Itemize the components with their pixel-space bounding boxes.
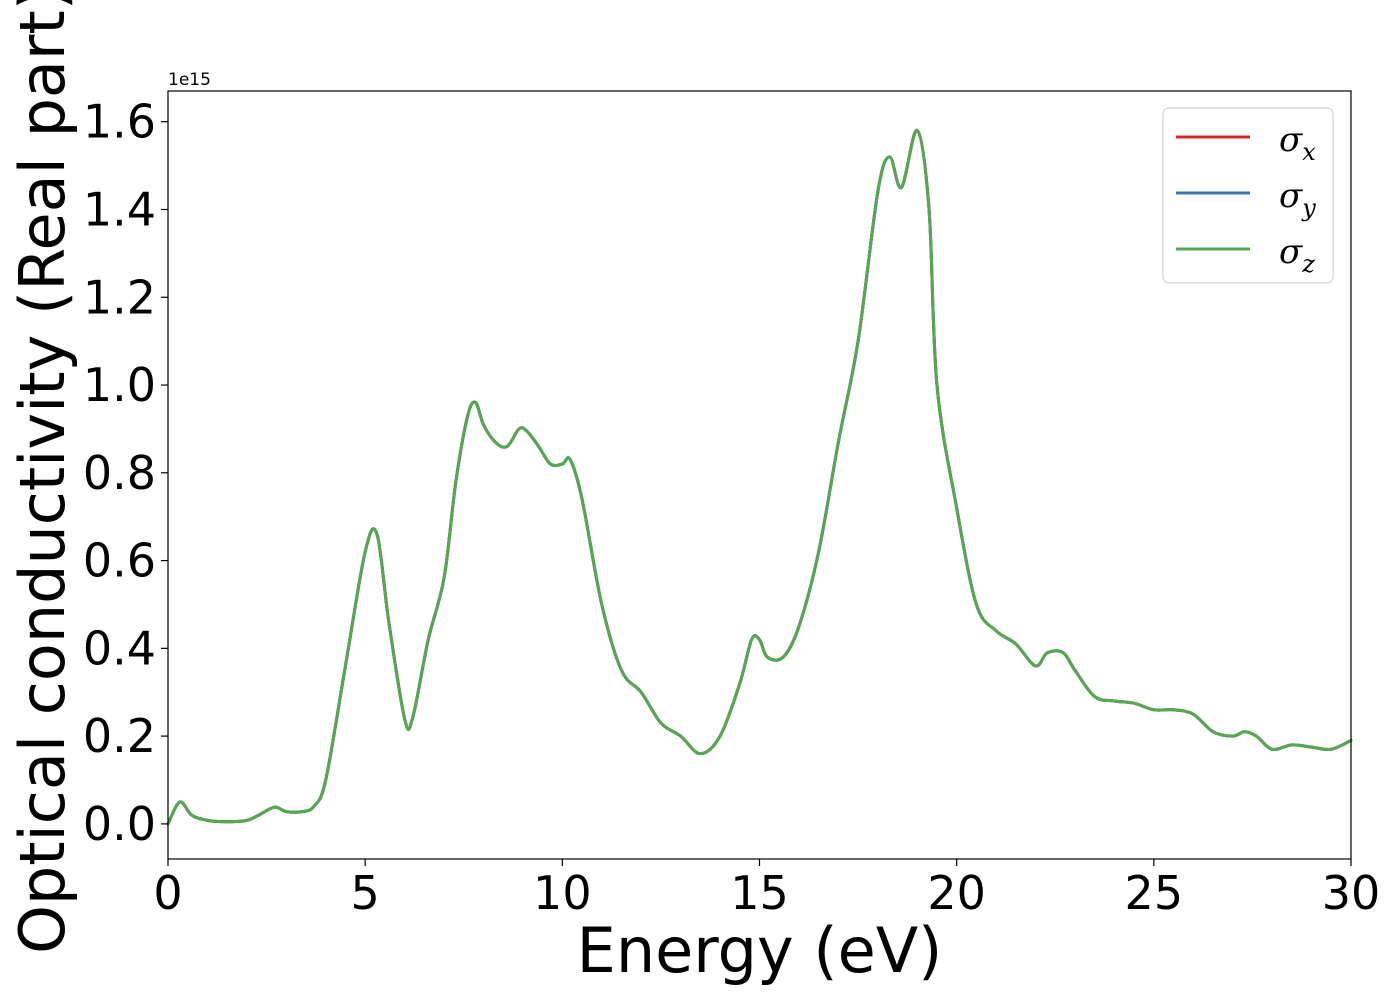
- legend-label-sigma-y: σy: [1279, 176, 1316, 222]
- legend-label-sigma-z: σz: [1279, 232, 1315, 278]
- legend-label-sigma-x: σx: [1279, 120, 1316, 166]
- y-tick-label: 0.2: [83, 709, 156, 763]
- x-tick-label: 5: [351, 866, 380, 920]
- y-axis-label: Optical conductivity (Real part): [6, 0, 79, 954]
- series-line-sigma-z: [166, 128, 1353, 826]
- x-tick-label: 20: [927, 866, 986, 920]
- legend-box: [1162, 107, 1334, 284]
- y-tick-label: 0.0: [83, 797, 156, 851]
- legend: σx σy σz: [1162, 107, 1334, 284]
- y-tick-label: 0.6: [83, 534, 156, 588]
- x-tick-label: 25: [1125, 866, 1184, 920]
- y-tick-label: 1.2: [83, 270, 156, 324]
- x-axis-label: Energy (eV): [577, 914, 943, 987]
- y-axis-ticks: 0.0 0.2 0.4 0.6 0.8 1.0 1.2 1.4 1.6: [83, 95, 168, 851]
- x-tick-label: 15: [730, 866, 789, 920]
- x-tick-label: 10: [533, 866, 592, 920]
- y-tick-label: 0.4: [83, 621, 156, 675]
- x-tick-label: 0: [153, 866, 182, 920]
- x-tick-label: 30: [1322, 866, 1381, 920]
- y-offset-text: 1e15: [168, 70, 211, 90]
- x-axis-ticks: 0 5 10 15 20 25 30: [153, 859, 1380, 920]
- y-tick-label: 0.8: [83, 446, 156, 500]
- y-tick-label: 1.6: [83, 95, 156, 149]
- y-tick-label: 1.4: [83, 182, 156, 236]
- series-layer: [166, 128, 1353, 826]
- y-tick-label: 1.0: [83, 358, 156, 412]
